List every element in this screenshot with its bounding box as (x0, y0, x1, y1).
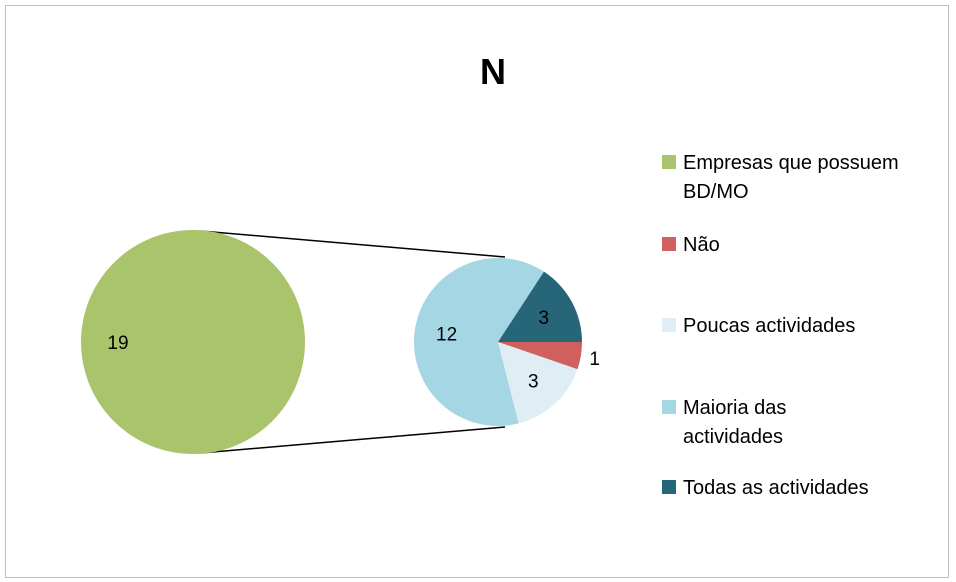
legend-item-todas-as-actividades: Todas as actividades (662, 477, 869, 499)
data-label-todas-as-actividades: 3 (539, 308, 550, 329)
legend-item-nao: Não (662, 234, 720, 256)
data-label-nao: 1 (589, 349, 600, 370)
legend-label: Todas as actividades (683, 477, 869, 499)
secondary-pie (413, 258, 582, 426)
connector-lines (200, 230, 506, 454)
legend: Empresas que possuem BD/MO Não Poucas activ… (662, 152, 899, 499)
legend-item-maioria-das-actividades: Maioria das actividades (662, 397, 786, 448)
legend-swatch (662, 237, 676, 251)
chart-title: N (480, 51, 506, 92)
legend-swatch (662, 318, 676, 332)
pie-slice-nao (498, 342, 582, 370)
connector-line-top (200, 230, 506, 258)
pie-slice-maioria-das-actividades (413, 258, 544, 426)
data-label-empresas-que-possuem-bd-mo: 19 (107, 333, 128, 354)
pie-slice-todas-as-actividades (498, 271, 582, 342)
chart-frame: N 1 3 12 3 19 Empresas que possuem BD/MO Não Po… (5, 5, 949, 578)
legend-item-poucas-actividades: Poucas actividades (662, 315, 855, 337)
primary-pie (81, 230, 305, 454)
legend-swatch (662, 480, 676, 494)
legend-label: Maioria das actividades (683, 397, 786, 448)
legend-label: Poucas actividades (683, 315, 855, 337)
data-label-poucas-actividades: 3 (528, 371, 539, 392)
data-labels: 1 3 12 3 19 (107, 308, 600, 392)
legend-swatch (662, 155, 676, 169)
data-label-maioria-das-actividades: 12 (436, 324, 457, 345)
legend-label: Empresas que possuem BD/MO (683, 152, 899, 203)
pie-of-pie-chart: N 1 3 12 3 19 Empresas que possuem BD/MO Não Po… (81, 51, 899, 499)
connector-line-bottom (200, 426, 506, 454)
legend-swatch (662, 400, 676, 414)
legend-label: Não (683, 234, 720, 256)
pie-slice-empresas-que-possuem-bd-mo (81, 230, 305, 454)
pie-slice-poucas-actividades (498, 342, 578, 424)
legend-item-empresas-que-possuem-bd-mo: Empresas que possuem BD/MO (662, 152, 899, 203)
